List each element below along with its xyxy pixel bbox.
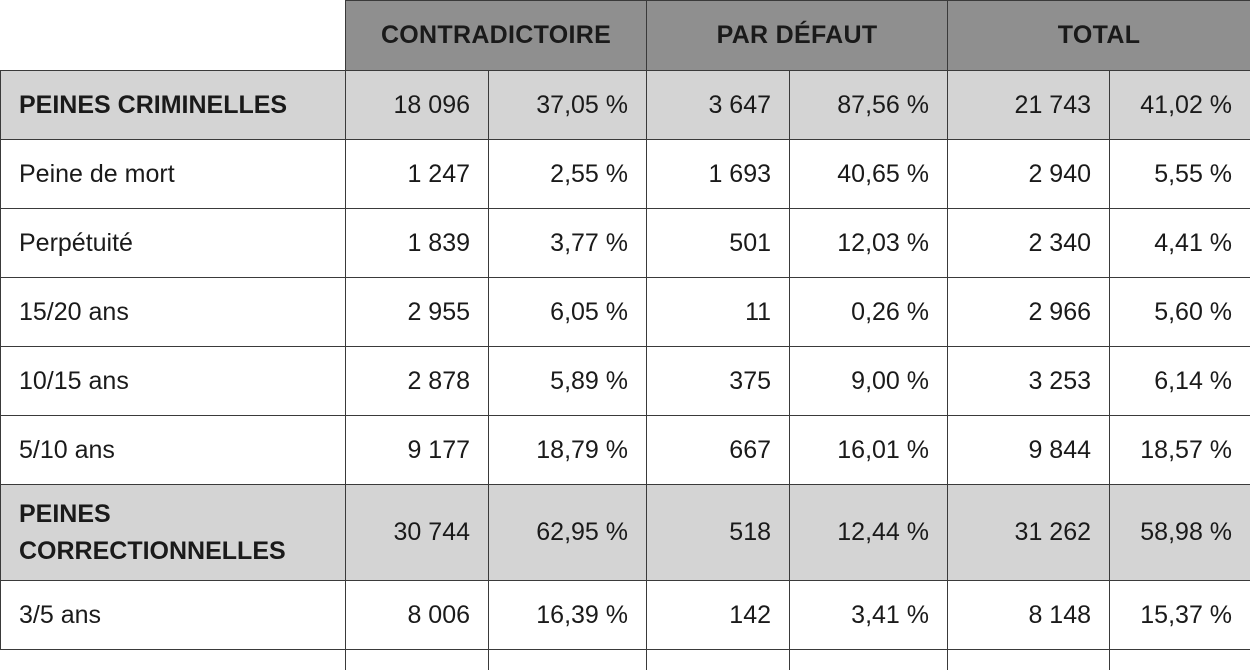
table-row-peines-correctionnelles: PEINES CORRECTIONNELLES 30 744 62,95 % 51…	[1, 485, 1250, 581]
cell-total-percent: 41,02 %	[1110, 71, 1250, 140]
table-row: Peine de mort 1 247 2,55 % 1 693 40,65 %…	[1, 140, 1250, 209]
cell-par-defaut-percent: 87,56 %	[790, 71, 948, 140]
cell-par-defaut-count: 667	[647, 416, 790, 485]
table-row: 15/20 ans 2 955 6,05 % 11 0,26 % 2 966 5…	[1, 278, 1250, 347]
cell-total-count: 9 844	[948, 416, 1110, 485]
row-label: 15/20 ans	[1, 278, 346, 347]
cell-par-defaut-count: 142	[647, 581, 790, 650]
cell-contradictoire-count: 1 839	[346, 209, 489, 278]
cell-par-defaut-count: 1 693	[647, 140, 790, 209]
header-par-defaut: PAR DÉFAUT	[647, 1, 948, 71]
cell-par-defaut-percent: 40,65 %	[790, 140, 948, 209]
header-row: CONTRADICTOIRE PAR DÉFAUT TOTAL	[1, 1, 1250, 71]
cell-total-percent: 15,37 %	[1110, 581, 1250, 650]
row-label-line-1: PEINES	[19, 500, 111, 528]
cell-contradictoire-percent: 6,05 %	[489, 278, 647, 347]
cell-contradictoire-count: 2 878	[346, 347, 489, 416]
cell-contradictoire-count: 2 955	[346, 278, 489, 347]
cell-par-defaut-percent: 0,26 %	[790, 278, 948, 347]
cell-contradictoire-percent: 16,39 %	[489, 581, 647, 650]
cell-contradictoire-count: 1 247	[346, 140, 489, 209]
cell-contradictoire-percent: 62,95 %	[489, 485, 647, 581]
cell-par-defaut-percent: 16,01 %	[790, 416, 948, 485]
cell-contradictoire-percent: 5,89 %	[489, 347, 647, 416]
cell-total-percent: 6,14 %	[1110, 347, 1250, 416]
row-label: Peine de mort	[1, 140, 346, 209]
table-row: Perpétuité 1 839 3,77 % 501 12,03 % 2 34…	[1, 209, 1250, 278]
row-label-line-2: CORRECTIONNELLES	[19, 537, 286, 565]
header-contradictoire: CONTRADICTOIRE	[346, 1, 647, 71]
table-row: 10/15 ans 2 878 5,89 % 375 9,00 % 3 253 …	[1, 347, 1250, 416]
header-blank-cell	[1, 1, 346, 71]
table-row: 5/10 ans 9 177 18,79 % 667 16,01 % 9 844…	[1, 416, 1250, 485]
table-row: 3/5 ans 8 006 16,39 % 142 3,41 % 8 148 1…	[1, 581, 1250, 650]
cell-par-defaut-percent: 9,00 %	[790, 347, 948, 416]
cell-contradictoire-count: 8 006	[346, 581, 489, 650]
row-label: 3/5 ans	[1, 581, 346, 650]
cell-par-defaut-count: 11	[647, 278, 790, 347]
cell-total-count: 21 743	[948, 71, 1110, 140]
cell-par-defaut-percent: 12,03 %	[790, 209, 948, 278]
cell-total-percent: 4,41 %	[1110, 209, 1250, 278]
cell-contradictoire-count: 18 096	[346, 71, 489, 140]
cell-contradictoire-count: 30 744	[346, 485, 489, 581]
cell-total-percent: 5,55 %	[1110, 140, 1250, 209]
header-total: TOTAL	[948, 1, 1250, 71]
cell-par-defaut-count: 518	[647, 485, 790, 581]
table-row-peines-criminelles: PEINES CRIMINELLES 18 096 37,05 % 3 647 …	[1, 71, 1250, 140]
cell-total-count: 2 966	[948, 278, 1110, 347]
cell-total-count: 31 262	[948, 485, 1110, 581]
cell-contradictoire-percent: 3,77 %	[489, 209, 647, 278]
cell-contradictoire-count: 9 177	[346, 416, 489, 485]
cell-par-defaut-count: 501	[647, 209, 790, 278]
cell-total-count: 8 148	[948, 581, 1110, 650]
cell-total-percent: 58,98 %	[1110, 485, 1250, 581]
cell-par-defaut-count: 3 647	[647, 71, 790, 140]
cell-total-percent: 18,57 %	[1110, 416, 1250, 485]
cell-contradictoire-percent: 37,05 %	[489, 71, 647, 140]
cell-total-percent: 5,60 %	[1110, 278, 1250, 347]
cell-par-defaut-percent: 12,44 %	[790, 485, 948, 581]
row-label: 10/15 ans	[1, 347, 346, 416]
cell-contradictoire-percent: 2,55 %	[489, 140, 647, 209]
cell-contradictoire-percent: 18,79 %	[489, 416, 647, 485]
cell-total-count: 3 253	[948, 347, 1110, 416]
cell-par-defaut-count: 375	[647, 347, 790, 416]
row-label: Perpétuité	[1, 209, 346, 278]
row-label: PEINES CRIMINELLES	[1, 71, 346, 140]
row-label: 5/10 ans	[1, 416, 346, 485]
row-label: PEINES CORRECTIONNELLES	[1, 485, 346, 581]
cell-total-count: 2 340	[948, 209, 1110, 278]
cell-total-count: 2 940	[948, 140, 1110, 209]
cell-par-defaut-percent: 3,41 %	[790, 581, 948, 650]
